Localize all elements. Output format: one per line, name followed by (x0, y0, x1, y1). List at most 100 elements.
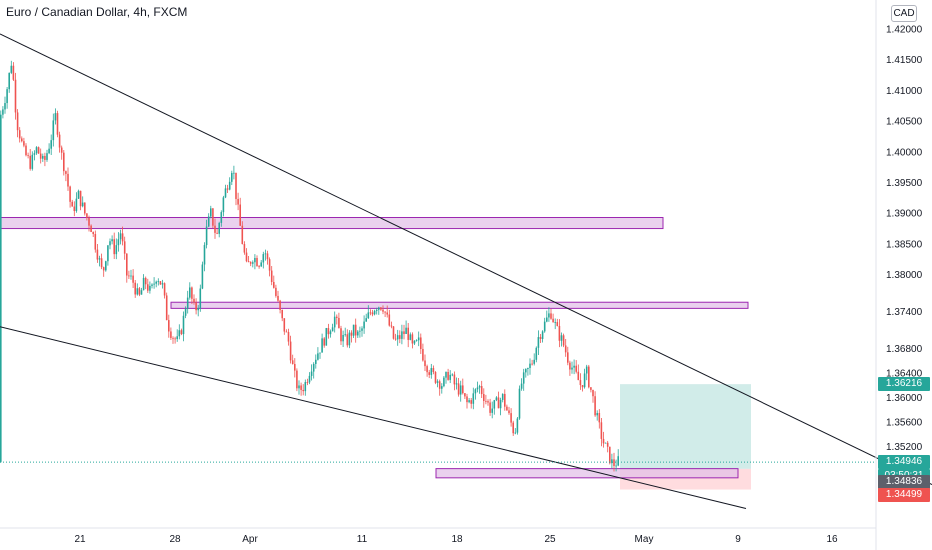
candle-body (123, 241, 126, 254)
candle-body (436, 381, 439, 383)
candle-body (27, 155, 29, 156)
candle-body (304, 382, 307, 392)
candle-body (155, 281, 157, 284)
time-tick-label: 25 (544, 534, 556, 545)
candle-body (130, 275, 132, 277)
candle-body (243, 244, 246, 253)
candle-body (375, 309, 378, 311)
candle-body (594, 396, 596, 416)
candle-body (29, 155, 31, 169)
candle-body (462, 385, 464, 394)
candle-body (380, 307, 382, 310)
candle-body (554, 322, 556, 323)
candle-body (441, 386, 443, 389)
candle-body (518, 388, 521, 419)
candle-body (451, 374, 454, 376)
candle-body (354, 324, 357, 336)
candle-body (491, 408, 493, 413)
candle-body (577, 371, 580, 381)
plot-area[interactable] (0, 33, 932, 510)
candle-body (617, 456, 619, 466)
candle-body (6, 89, 8, 104)
price-tick-label: 1.38500 (886, 239, 923, 250)
candle-body (384, 311, 386, 313)
candle-body (102, 267, 105, 271)
price-tick-label: 1.40000 (886, 147, 923, 158)
candle-body (367, 312, 370, 319)
candle-body (466, 396, 468, 403)
candle-body (228, 181, 231, 190)
candle-body (527, 368, 529, 370)
price-tick-label: 1.40500 (886, 117, 923, 128)
candle-body (390, 325, 393, 327)
candle-body (44, 155, 46, 160)
candle-body (497, 397, 500, 409)
candle-body (401, 331, 403, 339)
candle-body (178, 330, 181, 337)
time-tick-label: 11 (357, 534, 368, 545)
candle-body (161, 283, 164, 285)
candle-body (476, 387, 479, 390)
candle-body (147, 284, 149, 291)
candle-body (46, 153, 48, 160)
candle-body (92, 232, 94, 235)
candle-body (237, 198, 239, 205)
candle-body (562, 335, 565, 346)
candle-body (157, 281, 160, 283)
candle-body (172, 337, 174, 339)
candle-body (312, 363, 315, 372)
candle-body (365, 318, 367, 322)
candle-body (10, 65, 13, 73)
candle-body (420, 337, 422, 349)
candle-body (195, 302, 197, 311)
candle-body (81, 202, 84, 207)
candle-body (514, 432, 517, 434)
candle-body (224, 188, 227, 198)
candle-body (388, 314, 391, 326)
candle-body (409, 334, 412, 340)
candle-body (121, 233, 124, 242)
candle-body (392, 326, 395, 339)
candle-body (98, 258, 101, 260)
candle-body (487, 401, 489, 403)
candle-body (495, 397, 498, 401)
candle-body (168, 320, 170, 332)
candle-body (359, 330, 361, 332)
time-axis[interactable]: 21 28 Apr 11 18 25 May 9 16 (74, 534, 838, 545)
candle-body (105, 261, 107, 271)
candle-body (25, 145, 27, 156)
candle-body (361, 328, 363, 331)
candle-body (510, 413, 512, 423)
price-axis[interactable]: 1.42000 1.41500 1.41000 1.40500 1.40000 1.395… (886, 25, 923, 454)
candle-body (226, 188, 229, 190)
candle-body (443, 377, 445, 387)
candle-body (262, 254, 265, 263)
candle-body (357, 331, 359, 336)
candle-body (340, 328, 342, 342)
candle-body (48, 148, 50, 154)
candle-body (558, 325, 561, 341)
candle-body (142, 277, 145, 291)
currency-button[interactable]: CAD (891, 5, 917, 22)
price-tick-label: 1.35600 (886, 417, 923, 428)
price-tick-label: 1.36400 (886, 368, 923, 379)
candle-body (508, 410, 510, 414)
candle-body (39, 153, 42, 159)
candle-body (289, 341, 292, 361)
chart-title: Euro / Canadian Dollar, 4h, FXCM (6, 5, 188, 19)
candle-body (581, 385, 584, 388)
candle-body (543, 321, 546, 332)
candle-body (247, 261, 250, 263)
price-tick-label: 1.36800 (886, 344, 923, 355)
current-price-label: 1.34946 (878, 455, 930, 470)
candle-body (560, 335, 563, 341)
candle-body (541, 331, 544, 339)
candle-body (590, 387, 592, 390)
time-tick-label: 16 (826, 534, 838, 545)
candle-body (52, 120, 55, 141)
candle-body (579, 380, 582, 386)
time-tick-label: May (635, 534, 654, 545)
candle-body (210, 208, 212, 217)
candle-body (336, 316, 338, 318)
